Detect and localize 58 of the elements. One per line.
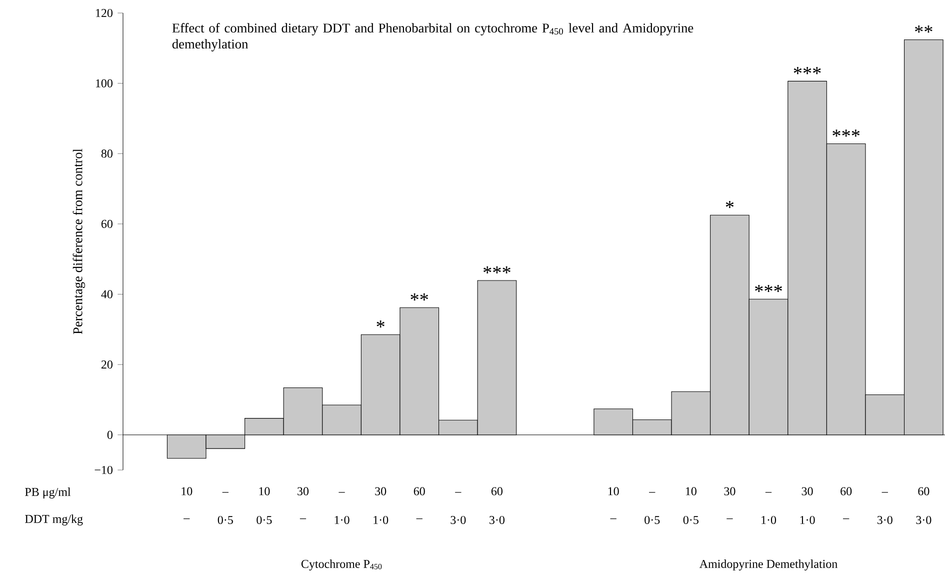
x-tick-label: 10 xyxy=(608,487,619,496)
text: 1·0 xyxy=(800,516,815,524)
x-tick-label: 60 xyxy=(491,487,502,496)
text: Amidopyrine Demethylation xyxy=(699,560,838,570)
data-label: *** xyxy=(755,284,782,292)
data-label: *** xyxy=(484,266,510,274)
y-tick-label: 60 xyxy=(101,220,112,228)
x-tick-label: 10 xyxy=(686,487,696,496)
y-tick-label: 20 xyxy=(101,360,112,369)
y-tick-label: 40 xyxy=(101,290,112,298)
x-tick-label: 10 xyxy=(182,487,192,496)
y-tick-label: 100 xyxy=(96,79,112,88)
text: PB μg/ml xyxy=(25,488,71,498)
x-tick-label: – xyxy=(882,492,888,493)
y-tick-label: 120 xyxy=(96,8,112,18)
x-tick-label: 60 xyxy=(414,487,425,496)
text: 3·0 xyxy=(877,516,892,524)
x-tick-label: 60 xyxy=(840,487,852,496)
text: Cytochrome P$_{450}$ xyxy=(301,560,382,570)
x-tick-label: 10 xyxy=(259,487,270,496)
data-label: * xyxy=(376,320,384,328)
text: – xyxy=(726,518,733,520)
x-tick-label: 60 xyxy=(918,487,930,496)
x-tick-label: 30 xyxy=(724,487,736,496)
data-label: *** xyxy=(832,130,860,137)
text: 1·0 xyxy=(374,516,388,524)
text: 3·0 xyxy=(490,516,504,524)
x-tick-label: – xyxy=(338,492,345,493)
text: – xyxy=(843,518,850,520)
x-tick-label: – xyxy=(649,492,656,493)
data-label: *** xyxy=(794,67,821,74)
data-label: ** xyxy=(915,26,932,33)
text: 0·5 xyxy=(218,516,233,524)
x-tick-label: 30 xyxy=(375,487,386,496)
y-tick-label: 80 xyxy=(101,150,112,158)
text: 3·0 xyxy=(916,516,932,524)
text: – xyxy=(184,518,190,520)
x-tick-label: – xyxy=(455,492,462,493)
data-label: * xyxy=(726,200,734,208)
text: 0·5 xyxy=(683,516,698,524)
data-label: ** xyxy=(410,293,428,300)
x-tick-label: 30 xyxy=(802,487,813,496)
text: 3·0 xyxy=(450,516,466,524)
text: 1·0 xyxy=(762,516,776,524)
text: 1·0 xyxy=(334,516,350,524)
y-tick-label: 0 xyxy=(107,430,112,439)
text: 0·5 xyxy=(644,516,660,524)
x-tick-label: 30 xyxy=(298,487,309,496)
text: DDT mg/kg xyxy=(25,514,83,526)
y-tick-label: −10 xyxy=(94,466,112,474)
chart-title: Effect of combined dietary DDT and Phenobarbital on cytochrome P$_{450}$ level and Amidopyrine demethylation xyxy=(172,23,694,52)
x-tick-label: – xyxy=(765,492,772,493)
text: – xyxy=(300,518,306,520)
y-axis-title: Percentage difference from control xyxy=(72,148,86,334)
x-tick-label: – xyxy=(222,492,228,493)
text: – xyxy=(416,518,422,520)
text: – xyxy=(610,518,616,520)
text: 0·5 xyxy=(256,516,272,524)
